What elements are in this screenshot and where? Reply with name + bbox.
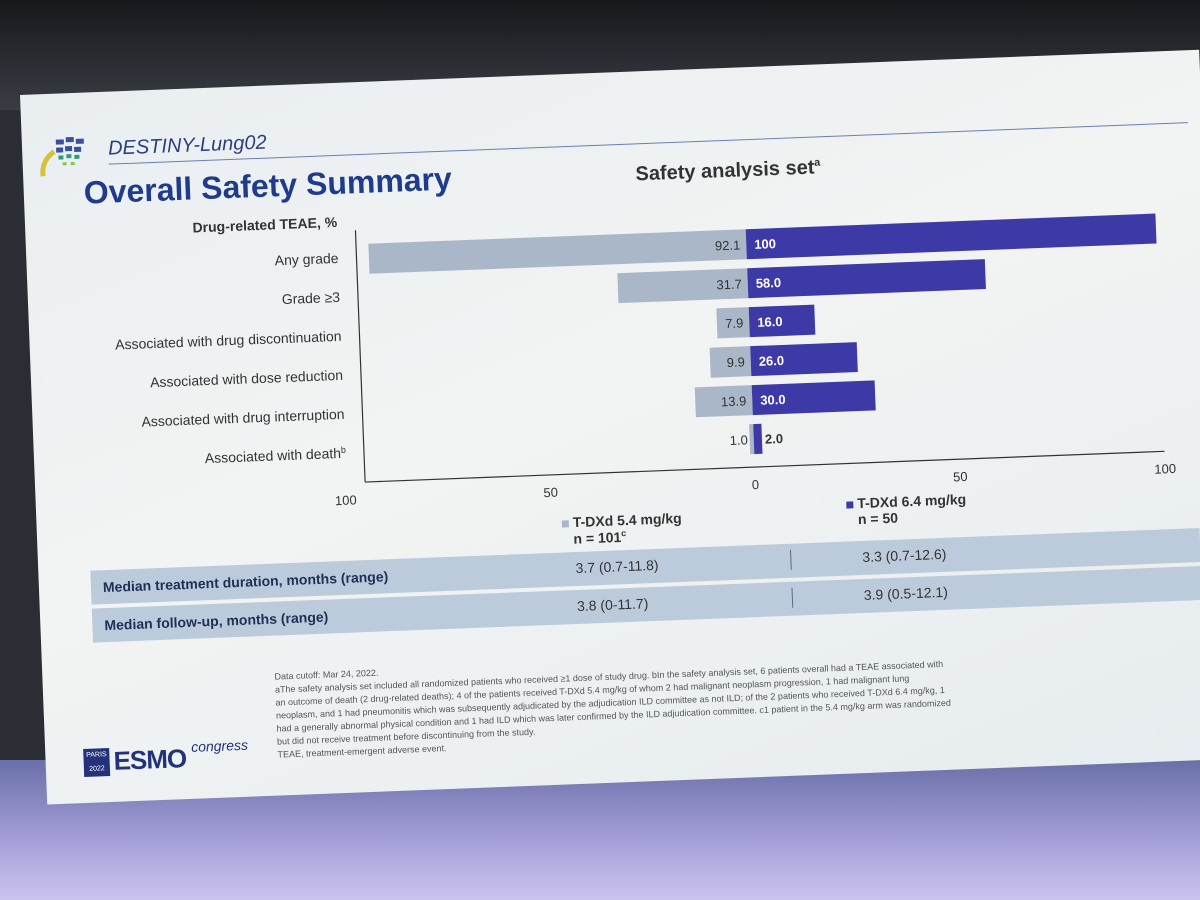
category-label: Associated with drug interruption: [141, 406, 345, 430]
safety-butterfly-chart: Drug-related TEAE, % Any grade 92.1 100 Grad…: [115, 213, 1176, 508]
column-divider: [791, 587, 794, 608]
bar-series-a: [617, 268, 749, 304]
bar-series-a: [716, 307, 750, 339]
data-label-a: 9.9: [726, 354, 745, 370]
category-label: Associated with dose reduction: [150, 367, 343, 390]
bar-series-b: [750, 342, 858, 377]
x-tick-label: 0: [752, 477, 760, 492]
legend-series-b: T-DXd 6.4 mg/kg n = 50: [846, 491, 967, 528]
bar-series-a: [694, 385, 753, 418]
y-axis-line: [354, 230, 366, 483]
category-label: Any grade: [274, 250, 339, 268]
legend-swatch-b: [846, 501, 854, 509]
bar-series-a: [749, 424, 755, 455]
row-value-a: 3.7 (0.7-11.8): [575, 556, 659, 577]
data-label-a: 92.1: [715, 237, 741, 253]
data-label-b: 58.0: [755, 275, 781, 291]
bar-series-b: [745, 213, 1157, 260]
category-label-sup: b: [341, 445, 346, 455]
x-tick-label: 50: [543, 485, 558, 501]
x-tick-label: 100: [1154, 461, 1176, 477]
category-label: Grade ≥3: [281, 289, 340, 307]
bar-series-b: [748, 304, 816, 338]
x-tick-label: 100: [335, 492, 357, 508]
esmo-wordmark: ESMO: [113, 743, 187, 776]
destiny-logo-icon: [40, 136, 84, 177]
data-label-b: 30.0: [760, 392, 786, 408]
legend-series-a: T-DXd 5.4 mg/kg n = 101c: [561, 510, 683, 547]
footnotes: Data cutoff: Mar 24, 2022. aThe safety a…: [274, 636, 1187, 762]
row-value-b: 3.9 (0.5-12.1): [863, 583, 949, 603]
bar-series-b: [747, 259, 986, 299]
data-label-a: 7.9: [725, 315, 744, 331]
data-label-a: 13.9: [721, 393, 747, 409]
congress-wordmark: congress: [190, 736, 249, 755]
data-label-b: 16.0: [757, 314, 783, 330]
bar-series-a: [368, 229, 747, 274]
category-label: Associated with deathb: [205, 445, 347, 466]
presentation-slide: DESTINY-Lung02 Overall Safety Summary Sa…: [20, 49, 1200, 805]
row-value-b: 3.3 (0.7-12.6): [862, 545, 947, 565]
data-label-a: 1.0: [729, 432, 748, 448]
x-tick-label: 50: [953, 469, 968, 485]
data-label-b: 2.0: [765, 431, 784, 447]
group-heading: Drug-related TEAE, %: [192, 214, 338, 236]
x-axis-line: [365, 450, 1165, 483]
bar-series-a: [709, 346, 752, 378]
row-label: Median treatment duration, months (range…: [102, 568, 389, 596]
category-label: Associated with drug discontinuation: [115, 328, 342, 353]
legend-swatch-a: [561, 520, 569, 528]
column-divider: [790, 549, 792, 570]
data-label-b: 100: [754, 236, 776, 252]
data-label-b: 26.0: [758, 353, 784, 369]
bar-series-b: [753, 423, 763, 455]
data-label-a: 31.7: [716, 276, 742, 292]
bar-series-b: [751, 380, 876, 416]
row-value-a: 3.8 (0-11.7): [576, 595, 649, 614]
row-label: Median follow-up, months (range): [104, 608, 329, 634]
esmo-congress-logo: PARIS 2022 ESMO congress: [83, 736, 274, 783]
paris-badge: PARIS 2022: [83, 748, 111, 778]
